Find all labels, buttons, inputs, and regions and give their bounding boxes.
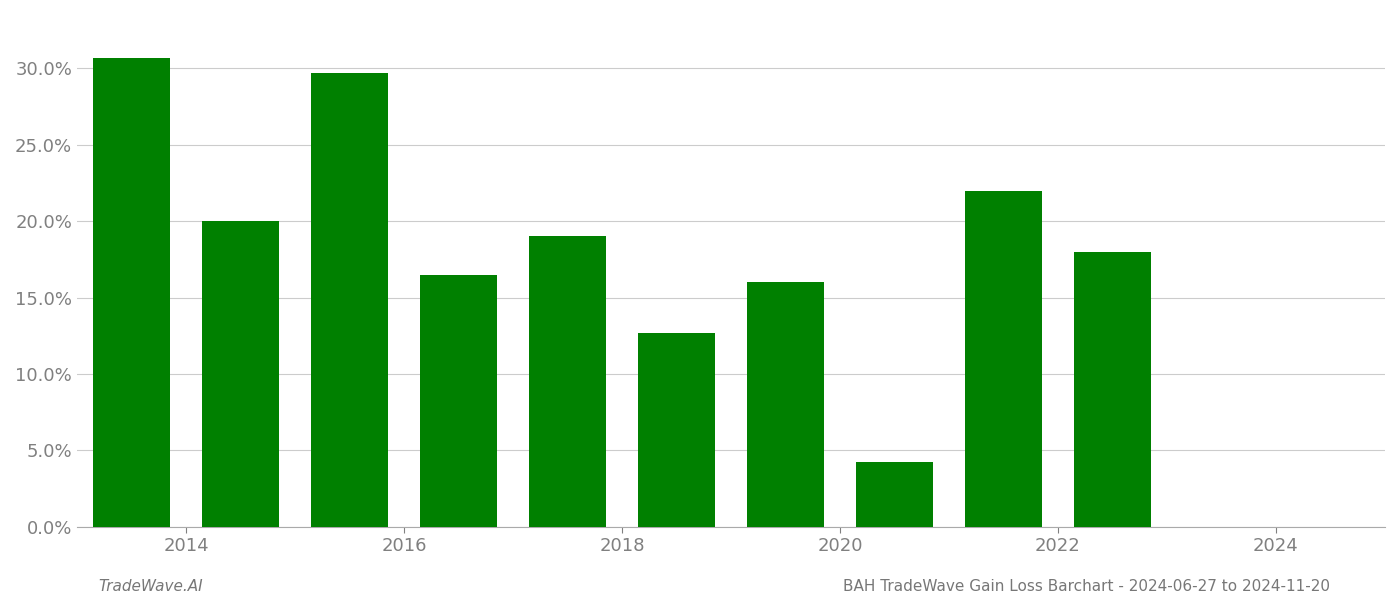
Bar	[638, 332, 714, 527]
Bar	[311, 73, 388, 527]
Bar	[748, 282, 823, 527]
Bar	[857, 463, 932, 527]
Bar	[1074, 252, 1151, 527]
Text: BAH TradeWave Gain Loss Barchart - 2024-06-27 to 2024-11-20: BAH TradeWave Gain Loss Barchart - 2024-…	[843, 579, 1330, 594]
Bar	[966, 191, 1042, 527]
Bar	[203, 221, 279, 527]
Bar	[420, 275, 497, 527]
Bar	[529, 236, 606, 527]
Text: TradeWave.AI: TradeWave.AI	[98, 579, 203, 594]
Bar	[94, 58, 169, 527]
